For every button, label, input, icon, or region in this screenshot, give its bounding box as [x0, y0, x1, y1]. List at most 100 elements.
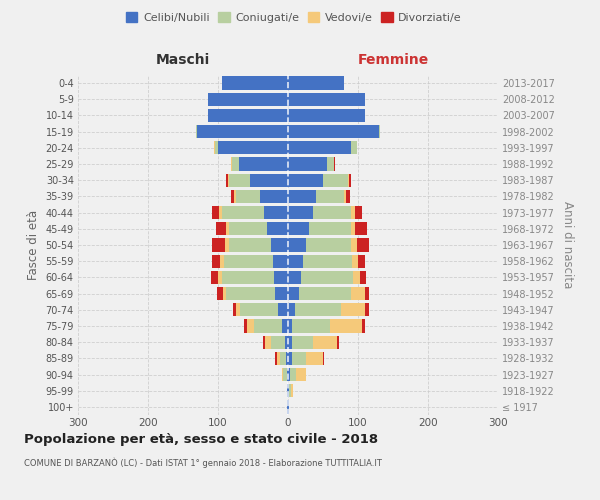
Bar: [288, 254, 304, 268]
Bar: [247, 320, 254, 332]
Bar: [305, 352, 323, 365]
Bar: [218, 270, 221, 284]
Bar: [365, 303, 368, 316]
Bar: [287, 368, 288, 381]
Bar: [288, 320, 292, 332]
Bar: [208, 92, 288, 106]
Bar: [288, 400, 289, 413]
Bar: [228, 174, 229, 187]
Bar: [288, 141, 351, 154]
Bar: [313, 206, 351, 220]
Bar: [352, 254, 358, 268]
Bar: [220, 254, 224, 268]
Bar: [288, 174, 323, 187]
Bar: [351, 238, 356, 252]
Bar: [267, 222, 288, 235]
Bar: [271, 238, 288, 252]
Bar: [287, 400, 288, 413]
Y-axis label: Anni di nascita: Anni di nascita: [562, 202, 574, 288]
Bar: [288, 336, 292, 349]
Bar: [272, 254, 288, 268]
Bar: [351, 287, 365, 300]
Bar: [344, 190, 346, 203]
Bar: [358, 254, 365, 268]
Bar: [260, 190, 288, 203]
Bar: [288, 92, 365, 106]
Bar: [221, 76, 288, 90]
Bar: [197, 125, 288, 138]
Bar: [282, 368, 283, 381]
Bar: [296, 368, 306, 381]
Bar: [313, 336, 337, 349]
Legend: Celibi/Nubili, Coniugati/e, Vedovi/e, Divorziati/e: Celibi/Nubili, Coniugati/e, Vedovi/e, Di…: [122, 8, 466, 28]
Bar: [265, 336, 271, 349]
Bar: [211, 270, 218, 284]
Bar: [225, 238, 229, 252]
Bar: [224, 254, 272, 268]
Bar: [288, 238, 305, 252]
Bar: [217, 287, 223, 300]
Bar: [361, 320, 365, 332]
Bar: [229, 174, 250, 187]
Bar: [229, 238, 271, 252]
Bar: [356, 238, 369, 252]
Bar: [244, 320, 247, 332]
Bar: [277, 352, 280, 365]
Bar: [288, 222, 309, 235]
Bar: [309, 222, 351, 235]
Bar: [287, 384, 288, 398]
Bar: [346, 190, 350, 203]
Bar: [230, 190, 234, 203]
Bar: [337, 336, 339, 349]
Bar: [288, 190, 316, 203]
Bar: [288, 368, 290, 381]
Bar: [330, 320, 361, 332]
Bar: [221, 206, 263, 220]
Bar: [295, 303, 341, 316]
Bar: [299, 287, 351, 300]
Bar: [271, 336, 284, 349]
Bar: [263, 336, 265, 349]
Bar: [355, 206, 361, 220]
Bar: [196, 125, 197, 138]
Bar: [379, 125, 380, 138]
Bar: [288, 158, 326, 170]
Bar: [353, 270, 360, 284]
Bar: [250, 174, 288, 187]
Bar: [347, 174, 349, 187]
Bar: [289, 384, 291, 398]
Bar: [275, 287, 288, 300]
Bar: [284, 336, 288, 349]
Bar: [216, 222, 226, 235]
Bar: [288, 287, 299, 300]
Bar: [360, 270, 366, 284]
Bar: [288, 303, 295, 316]
Text: Maschi: Maschi: [156, 52, 210, 66]
Bar: [263, 206, 288, 220]
Text: COMUNE DI BARZANÒ (LC) - Dati ISTAT 1° gennaio 2018 - Elaborazione TUTTITALIA.IT: COMUNE DI BARZANÒ (LC) - Dati ISTAT 1° g…: [24, 458, 382, 468]
Bar: [323, 352, 325, 365]
Bar: [212, 206, 220, 220]
Bar: [334, 158, 335, 170]
Bar: [223, 287, 226, 300]
Bar: [239, 158, 288, 170]
Bar: [212, 238, 225, 252]
Bar: [288, 125, 379, 138]
Bar: [278, 303, 288, 316]
Bar: [234, 190, 235, 203]
Bar: [218, 141, 288, 154]
Bar: [351, 206, 355, 220]
Bar: [326, 158, 334, 170]
Bar: [341, 303, 365, 316]
Bar: [290, 368, 296, 381]
Text: Femmine: Femmine: [358, 52, 428, 66]
Bar: [236, 303, 240, 316]
Bar: [304, 254, 352, 268]
Bar: [288, 76, 344, 90]
Bar: [235, 190, 260, 203]
Bar: [365, 287, 368, 300]
Bar: [275, 352, 277, 365]
Bar: [356, 141, 358, 154]
Bar: [226, 174, 228, 187]
Bar: [274, 270, 288, 284]
